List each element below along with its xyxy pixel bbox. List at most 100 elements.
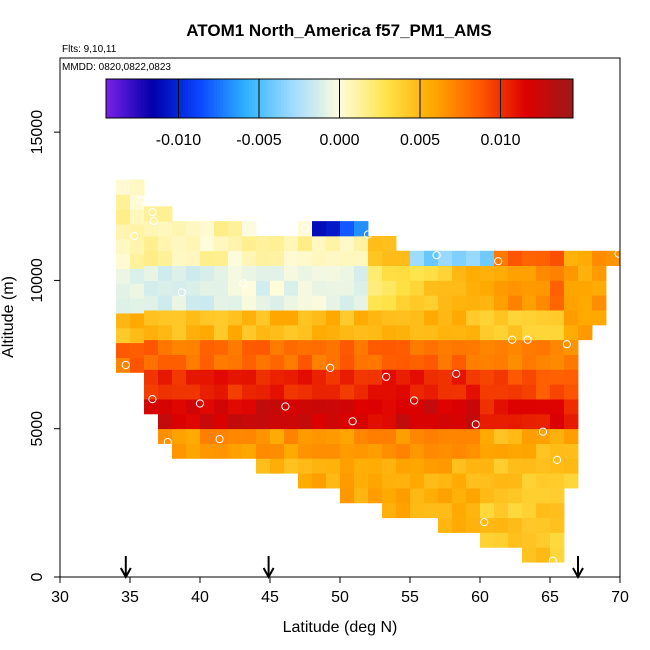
heatmap-cell [256, 280, 271, 296]
heatmap-cell [494, 473, 509, 489]
profile-point [382, 372, 391, 381]
heatmap-cell [438, 458, 453, 474]
heatmap-cell [214, 413, 229, 430]
heatmap-cell [452, 280, 467, 296]
heatmap-cell [214, 443, 229, 459]
heatmap-cell [340, 413, 355, 430]
colorbar-swatch [240, 79, 244, 118]
colorbar-swatch [202, 79, 206, 118]
heatmap-cell [410, 502, 425, 519]
colorbar-swatch [228, 79, 233, 118]
heatmap-cell [242, 384, 257, 400]
x-tick-label: 30 [51, 589, 69, 606]
heatmap-cell [452, 265, 467, 281]
heatmap-cell [424, 295, 439, 311]
heatmap-cell [312, 354, 327, 370]
heatmap-cell [382, 502, 397, 519]
colorbar-swatch [108, 79, 113, 118]
heatmap-cell [186, 354, 201, 370]
heatmap-cell [298, 428, 313, 444]
heatmap-cell [270, 280, 285, 296]
heatmap-cell [340, 235, 355, 252]
heatmap-cell [354, 369, 369, 385]
heatmap-cell [536, 458, 551, 474]
heatmap-cell [172, 339, 187, 355]
colorbar-swatch [269, 79, 273, 118]
profile-point [562, 340, 571, 349]
heatmap-cell [424, 443, 439, 459]
heatmap-cell [242, 354, 257, 370]
heatmap-cell [382, 488, 397, 504]
heatmap-cell [522, 384, 537, 400]
heatmap-cell [354, 310, 369, 326]
heatmap-cell [480, 517, 495, 533]
colorbar-swatch [307, 79, 311, 118]
heatmap-cell [158, 265, 173, 281]
heatmap-cell [298, 265, 313, 281]
heatmap-cell [130, 298, 145, 314]
colorbar-swatch [377, 79, 381, 118]
heatmap-cell [382, 235, 397, 252]
profile-point [195, 399, 205, 408]
heatmap-cell [494, 488, 509, 504]
heatmap-cell [116, 253, 131, 269]
heatmap-cell [130, 238, 145, 255]
heatmap-cell [354, 280, 369, 296]
colorbar-swatch [502, 79, 507, 118]
heatmap-cell [382, 310, 397, 326]
heatmap-cell [424, 488, 439, 504]
heatmap-cell [522, 547, 537, 563]
heatmap-cell [256, 235, 271, 252]
colorbar-swatch [359, 79, 364, 118]
heatmap-cell [298, 458, 313, 474]
heatmap-cell [564, 324, 579, 341]
heatmap-cell [354, 458, 369, 474]
colorbar-swatch [514, 79, 519, 118]
heatmap-cell [536, 473, 551, 489]
heatmap-cell [298, 250, 313, 266]
colorbar-swatch [415, 79, 419, 118]
heatmap-cell [592, 265, 607, 281]
heatmap-cell [242, 310, 257, 326]
heatmap-cell [592, 310, 607, 326]
heatmap-cell [508, 399, 523, 415]
heatmap-cell [368, 443, 383, 459]
heatmap-cell [382, 295, 397, 311]
profile-point [471, 420, 480, 429]
colorbar-swatch [371, 79, 376, 118]
y-tick-label: 15000 [29, 110, 46, 155]
heatmap-cell [228, 250, 243, 266]
colorbar-swatch [424, 79, 428, 118]
heatmap-cell [578, 280, 593, 296]
colorbar-swatch [187, 79, 192, 118]
y-tick-label: 10000 [29, 258, 46, 303]
location-arrow [119, 556, 132, 580]
colorbar-swatch [552, 79, 556, 118]
colorbar-tick-label: -0.010 [156, 132, 201, 149]
heatmap-cell [312, 265, 327, 281]
profile-point [121, 360, 130, 370]
profile-point [410, 396, 419, 405]
colorbar-swatch [333, 79, 338, 118]
colorbar-swatch [529, 79, 533, 118]
heatmap-cell [550, 502, 565, 519]
heatmap-cell [522, 250, 537, 266]
colorbar-swatch [316, 79, 320, 118]
colorbar-swatch [397, 79, 402, 118]
heatmap-cell [340, 265, 355, 281]
heatmap-cell [536, 502, 551, 519]
heatmap-cell [130, 357, 145, 373]
colorbar-swatch [558, 79, 562, 118]
heatmap-cell [508, 532, 523, 548]
heatmap-cell [494, 265, 509, 281]
heatmap-cell [382, 354, 397, 370]
heatmap-cell [256, 369, 271, 385]
colorbar-swatch [272, 79, 276, 118]
heatmap-cell [452, 399, 467, 415]
colorbar-swatch [114, 79, 119, 118]
heatmap-cell [298, 473, 313, 489]
profile-point [548, 556, 557, 565]
heatmap-cell [158, 295, 173, 311]
heatmap-cell [242, 324, 257, 341]
heatmap-cell [158, 399, 173, 415]
